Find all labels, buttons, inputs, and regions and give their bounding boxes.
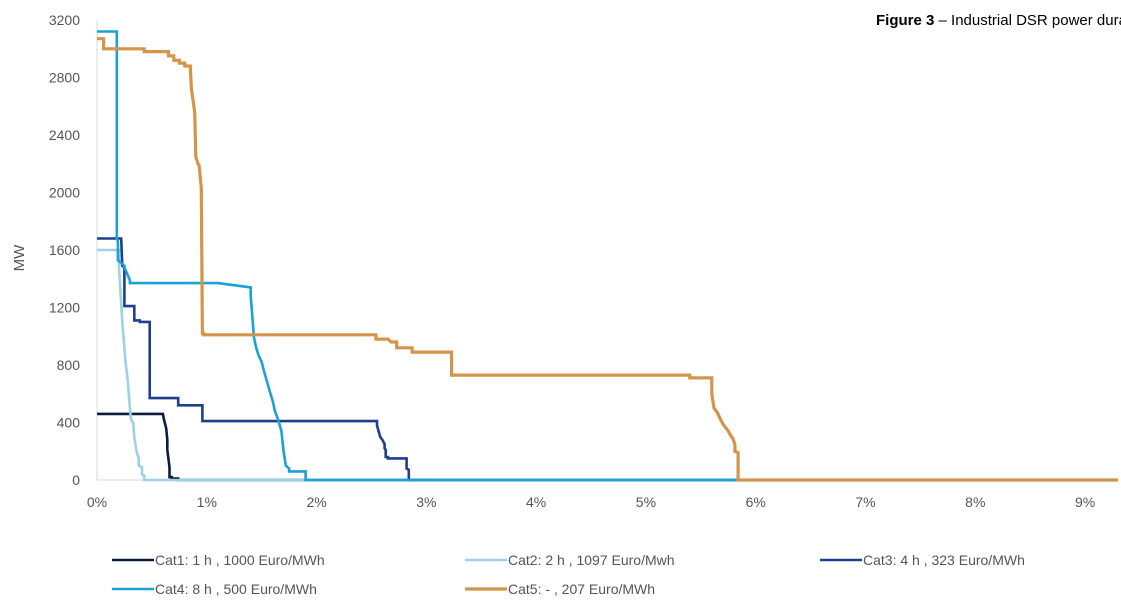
y-tick-label: 2400 xyxy=(49,127,80,143)
legend-label-cat2: Cat2: 2 h , 1097 Euro/Mwh xyxy=(508,552,675,568)
x-tick-label: 0% xyxy=(87,494,107,510)
y-tick-label: 400 xyxy=(57,415,81,431)
legend-label-cat1: Cat1: 1 h , 1000 Euro/MWh xyxy=(155,552,325,568)
x-tick-label: 8% xyxy=(965,494,985,510)
y-tick-label: 2800 xyxy=(49,70,80,86)
x-tick-label: 4% xyxy=(526,494,546,510)
legend: Cat1: 1 h , 1000 Euro/MWh Cat2: 2 h , 109… xyxy=(112,552,1025,597)
y-tick-label: 3200 xyxy=(49,12,80,28)
chart-title: Figure 3 – Industrial DSR power duration… xyxy=(876,12,1121,29)
series-line-cat1 xyxy=(97,412,1118,482)
x-tick-label: 1% xyxy=(197,494,217,510)
series-line-cat5 xyxy=(97,37,1118,482)
legend-label-cat5: Cat5: - , 207 Euro/MWh xyxy=(508,581,655,597)
series-line-cat3 xyxy=(97,237,1118,482)
series-line-cat4 xyxy=(97,30,1118,482)
y-tick-label: 0 xyxy=(72,472,80,488)
chart-title-figure: Figure 3 xyxy=(876,12,934,29)
legend-label-cat4: Cat4: 8 h , 500 Euro/MWh xyxy=(155,581,317,597)
y-axis-ticks: 0 400 800 1200 1600 2000 2400 2800 3200 xyxy=(49,12,80,488)
x-axis-ticks: 0% 1% 2% 3% 4% 5% 6% 7% 8% 9% xyxy=(87,494,1095,510)
x-tick-label: 2% xyxy=(306,494,326,510)
y-tick-label: 1600 xyxy=(49,242,80,258)
y-tick-label: 2000 xyxy=(49,185,80,201)
x-tick-label: 9% xyxy=(1075,494,1095,510)
series-line-cat2 xyxy=(97,248,1118,482)
x-tick-label: 6% xyxy=(746,494,766,510)
x-tick-label: 3% xyxy=(416,494,436,510)
x-tick-label: 7% xyxy=(855,494,875,510)
y-tick-label: 800 xyxy=(57,357,81,373)
chart-subtitle: – Industrial DSR power duration cu xyxy=(934,12,1121,29)
series-lines xyxy=(97,30,1118,482)
y-axis-label: MW xyxy=(11,244,28,271)
x-tick-label: 5% xyxy=(636,494,656,510)
legend-label-cat3: Cat3: 4 h , 323 Euro/MWh xyxy=(863,552,1025,568)
y-tick-label: 1200 xyxy=(49,300,80,316)
